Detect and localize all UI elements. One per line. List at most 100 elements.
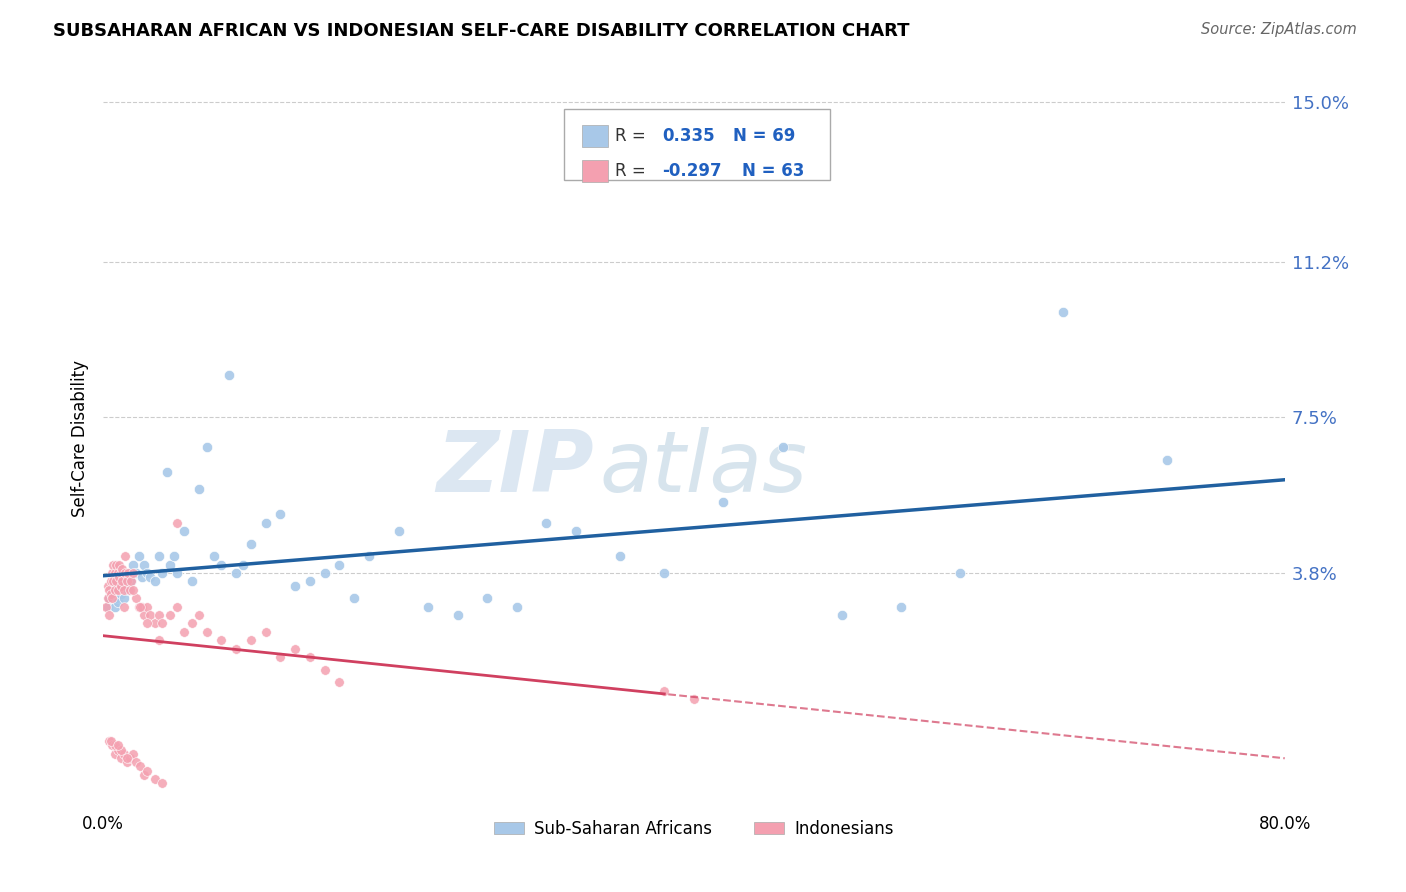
Point	[112, 582, 135, 597]
Point	[173, 524, 195, 538]
Point	[188, 482, 211, 496]
Point	[111, 574, 134, 589]
Point	[129, 759, 152, 773]
Point	[129, 599, 152, 614]
Text: Source: ZipAtlas.com: Source: ZipAtlas.com	[1201, 22, 1357, 37]
Point	[97, 579, 120, 593]
Point	[101, 566, 124, 580]
Point	[118, 582, 141, 597]
Point	[148, 633, 170, 648]
Point	[284, 579, 307, 593]
Point	[105, 574, 128, 589]
Point	[139, 608, 162, 623]
Point	[110, 587, 132, 601]
Point	[136, 599, 159, 614]
Legend: Sub-Saharan Africans, Indonesians: Sub-Saharan Africans, Indonesians	[488, 814, 900, 845]
Point	[180, 574, 202, 589]
Point	[150, 566, 173, 580]
Point	[121, 566, 143, 580]
Text: ZIP: ZIP	[436, 426, 593, 509]
Point	[195, 624, 218, 639]
Point	[103, 558, 125, 572]
Point	[416, 599, 439, 614]
Point	[343, 591, 366, 606]
Point	[110, 566, 132, 580]
Point	[218, 368, 240, 383]
Point	[111, 562, 134, 576]
Point	[124, 755, 146, 769]
Point	[166, 566, 188, 580]
Point	[225, 566, 247, 580]
Point	[114, 566, 136, 580]
Point	[124, 591, 146, 606]
Point	[131, 570, 153, 584]
Point	[298, 650, 321, 665]
Point	[110, 742, 132, 756]
Point	[115, 574, 138, 589]
Point	[100, 734, 122, 748]
Point	[232, 558, 254, 572]
Point	[269, 507, 291, 521]
Point	[104, 587, 127, 601]
Point	[713, 494, 735, 508]
Point	[202, 549, 225, 564]
Text: -0.297: -0.297	[662, 162, 721, 180]
Point	[104, 747, 127, 761]
Point	[121, 558, 143, 572]
Text: 0.335: 0.335	[662, 127, 714, 145]
Point	[100, 587, 122, 601]
Point	[683, 692, 706, 706]
FancyBboxPatch shape	[564, 109, 830, 179]
Point	[110, 579, 132, 593]
Point	[131, 599, 153, 614]
Point	[254, 624, 277, 639]
Point	[101, 739, 124, 753]
Point	[134, 768, 156, 782]
Point	[609, 549, 631, 564]
Point	[121, 582, 143, 597]
Point	[105, 591, 128, 606]
Point	[139, 570, 162, 584]
Point	[446, 608, 468, 623]
Point	[107, 582, 129, 597]
Point	[357, 549, 380, 564]
Point	[115, 755, 138, 769]
Point	[98, 582, 121, 597]
Point	[100, 574, 122, 589]
Bar	[582, 125, 607, 147]
Point	[166, 599, 188, 614]
Point	[239, 633, 262, 648]
Point	[180, 616, 202, 631]
Point	[505, 599, 527, 614]
Point	[107, 739, 129, 753]
Point	[112, 591, 135, 606]
Text: N = 63: N = 63	[742, 162, 804, 180]
Point	[101, 591, 124, 606]
Y-axis label: Self-Care Disability: Self-Care Disability	[72, 360, 89, 517]
Point	[284, 641, 307, 656]
Point	[120, 574, 142, 589]
Point	[134, 558, 156, 572]
Point	[114, 566, 136, 580]
Point	[117, 582, 139, 597]
Point	[314, 663, 336, 677]
Point	[1156, 452, 1178, 467]
Point	[120, 574, 142, 589]
Point	[103, 574, 125, 589]
Point	[654, 683, 676, 698]
Point	[98, 734, 121, 748]
Point	[254, 516, 277, 530]
Point	[654, 566, 676, 580]
Point	[108, 579, 131, 593]
Point	[159, 608, 181, 623]
Point	[115, 574, 138, 589]
Point	[118, 566, 141, 580]
Point	[143, 616, 166, 631]
Point	[107, 595, 129, 609]
Point	[118, 751, 141, 765]
Point	[117, 566, 139, 580]
Point	[173, 624, 195, 639]
Point	[108, 570, 131, 584]
Point	[239, 536, 262, 550]
Point	[110, 751, 132, 765]
